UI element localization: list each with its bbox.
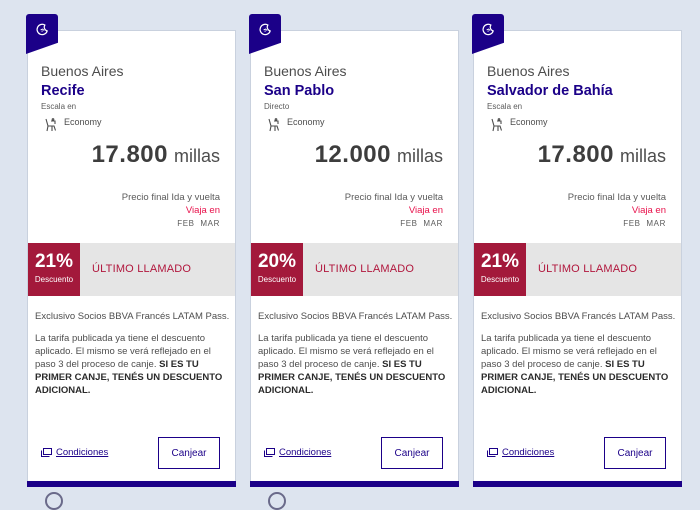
cabin-class: Economy [64, 117, 102, 127]
window-icon [41, 448, 52, 457]
conditions-link[interactable]: Condiciones [487, 447, 554, 458]
price: 17.800 millas [92, 141, 220, 169]
window-icon [264, 448, 275, 457]
price-value: 17.800 [91, 141, 168, 168]
window-icon [487, 448, 498, 457]
discount-percent: 21% [34, 251, 74, 272]
terms-body: La tarifa publicada ya tiene el descuent… [258, 333, 434, 370]
promo-label: ÚLTIMO LLAMADO [315, 263, 415, 275]
discount-badge: 21% Descuento [28, 243, 80, 296]
offer-badge [472, 14, 504, 54]
terms-text: La tarifa publicada ya tiene el descuent… [258, 332, 450, 397]
promo-label: ÚLTIMO LLAMADO [92, 263, 192, 275]
origin-city: Buenos Aires [41, 63, 124, 79]
terms-body: La tarifa publicada ya tiene el descuent… [35, 333, 211, 370]
stop-info: Escala en [41, 102, 77, 111]
price-note: Precio final Ida y vuelta [567, 192, 666, 203]
promo-label: ÚLTIMO LLAMADO [538, 263, 638, 275]
travel-label: Viaja en [408, 205, 443, 216]
price-value: 12.000 [314, 141, 391, 168]
conditions-link[interactable]: Condiciones [41, 447, 108, 458]
conditions-link[interactable]: Condiciones [264, 447, 331, 458]
origin-city: Buenos Aires [487, 63, 570, 79]
offer-badge [26, 14, 58, 54]
conditions-label: Condiciones [502, 447, 555, 458]
offer-badge [249, 14, 281, 54]
price: 12.000 millas [315, 141, 443, 169]
travel-months: FEB MAR [177, 219, 220, 228]
stop-info: Directo [264, 102, 290, 111]
seat-icon [491, 118, 503, 132]
exclusive-note: Exclusivo Socios BBVA Francés LATAM Pass… [258, 311, 453, 322]
redeem-button[interactable]: Canjear [381, 437, 443, 469]
discount-badge: 20% Descuento [251, 243, 303, 296]
terms-text: La tarifa publicada ya tiene el descuent… [481, 332, 673, 397]
promo-bar: 20% Descuento ÚLTIMO LLAMADO [251, 243, 458, 296]
redeem-button[interactable]: Canjear [158, 437, 220, 469]
terms-body: La tarifa publicada ya tiene el descuent… [481, 333, 657, 370]
plane-moon-icon [481, 23, 494, 36]
travel-label: Viaja en [631, 205, 666, 216]
plane-moon-icon [35, 23, 48, 36]
discount-label: Descuento [257, 275, 297, 284]
price-note: Precio final Ida y vuelta [344, 192, 443, 203]
terms-text: La tarifa publicada ya tiene el descuent… [35, 332, 227, 397]
price: 17.800 millas [538, 141, 666, 169]
travel-label: Viaja en [185, 205, 220, 216]
conditions-label: Condiciones [56, 447, 109, 458]
stop-info: Escala en [487, 102, 523, 111]
promo-bar: 21% Descuento ÚLTIMO LLAMADO [474, 243, 681, 296]
discount-percent: 21% [480, 251, 520, 272]
destination-city: San Pablo [264, 83, 335, 99]
terms-bold: SI ES TU PRIMER CANJE, TENÉS UN DESCUENT… [258, 359, 446, 396]
cabin-class: Economy [510, 117, 548, 127]
discount-label: Descuento [480, 275, 520, 284]
terms-bold: SI ES TU PRIMER CANJE, TENÉS UN DESCUENT… [481, 359, 669, 396]
price-note: Precio final Ida y vuelta [121, 192, 220, 203]
discount-label: Descuento [34, 275, 74, 284]
exclusive-note: Exclusivo Socios BBVA Francés LATAM Pass… [481, 311, 676, 322]
offer-card: Buenos Aires Salvador de Bahía Escala en… [472, 14, 682, 487]
clock-icon [268, 492, 286, 510]
clock-icon [45, 492, 63, 510]
seat-icon [45, 118, 57, 132]
price-unit: millas [619, 146, 666, 166]
plane-moon-icon [258, 23, 271, 36]
promo-bar: 21% Descuento ÚLTIMO LLAMADO [28, 243, 235, 296]
exclusive-note: Exclusivo Socios BBVA Francés LATAM Pass… [35, 311, 230, 322]
discount-badge: 21% Descuento [474, 243, 526, 296]
price-value: 17.800 [537, 141, 614, 168]
conditions-label: Condiciones [279, 447, 332, 458]
price-unit: millas [173, 146, 220, 166]
seat-icon [268, 118, 280, 132]
travel-months: FEB MAR [623, 219, 666, 228]
destination-city: Salvador de Bahía [487, 83, 613, 99]
price-unit: millas [396, 146, 443, 166]
cabin-class: Economy [287, 117, 325, 127]
offer-card: Buenos Aires Recife Escala en Economy 17… [26, 14, 236, 487]
discount-percent: 20% [257, 251, 297, 272]
terms-bold: SI ES TU PRIMER CANJE, TENÉS UN DESCUENT… [35, 359, 223, 396]
offer-card: Buenos Aires San Pablo Directo Economy 1… [249, 14, 459, 487]
travel-months: FEB MAR [400, 219, 443, 228]
origin-city: Buenos Aires [264, 63, 347, 79]
destination-city: Recife [41, 83, 85, 99]
redeem-button[interactable]: Canjear [604, 437, 666, 469]
